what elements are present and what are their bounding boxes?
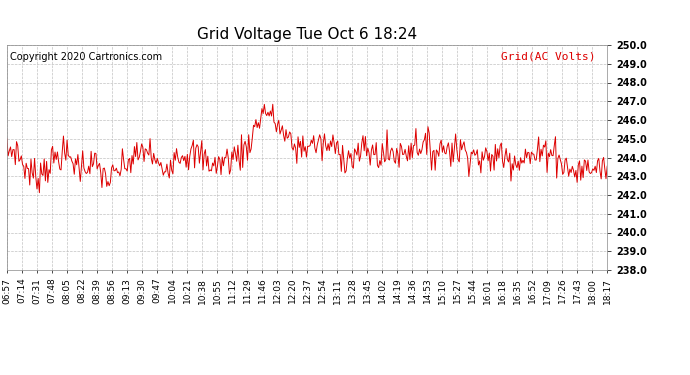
Title: Grid Voltage Tue Oct 6 18:24: Grid Voltage Tue Oct 6 18:24 bbox=[197, 27, 417, 42]
Text: Grid(AC Volts): Grid(AC Volts) bbox=[501, 52, 595, 62]
Text: Copyright 2020 Cartronics.com: Copyright 2020 Cartronics.com bbox=[10, 52, 162, 62]
